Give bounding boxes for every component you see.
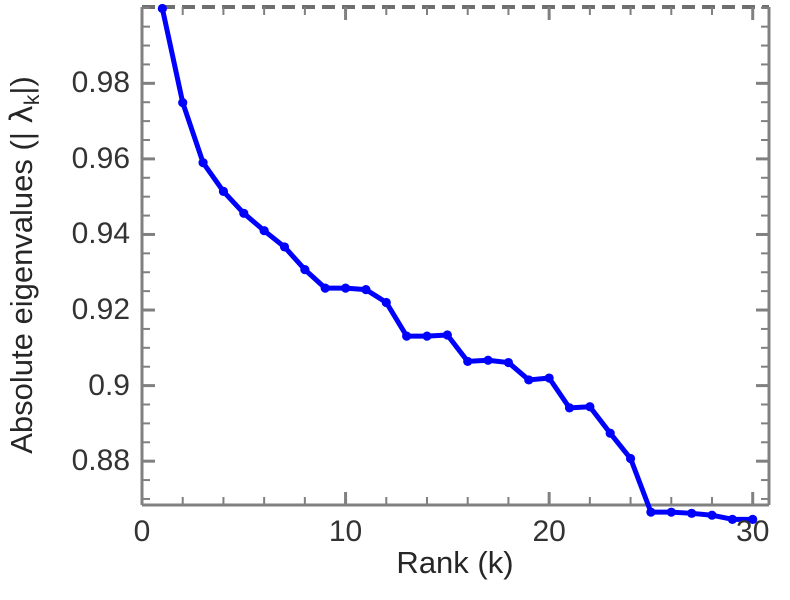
lambda-subscript: k [21, 94, 45, 106]
y-tick-label: 0.88 [71, 444, 130, 478]
y-tick-label: 0.94 [71, 217, 130, 251]
y-tick-label: 0.92 [71, 293, 130, 327]
y-tick-label: 0.9 [88, 368, 130, 402]
lambda-symbol: λ [4, 105, 40, 124]
y-tick-label: 0.96 [71, 141, 130, 175]
x-tick-label: 30 [736, 515, 770, 548]
y-tick-label: 0.98 [71, 66, 130, 100]
x-axis-label: Rank (k) [396, 545, 514, 580]
tick-marks [140, 6, 769, 505]
y-axis-label-prefix: Absolute eigenvalues (| [4, 123, 39, 454]
x-tick-label: 10 [328, 515, 363, 548]
eigenvalue-markers [157, 3, 758, 524]
axes-group [140, 5, 771, 507]
x-tick-label: 20 [532, 515, 566, 548]
y-axis-label: Absolute eigenvalues (| λk|) [0, 0, 44, 530]
x-tick-label: 0 [133, 515, 151, 548]
y-axis-label-suffix: |) [4, 76, 39, 95]
eigenvalue-line [159, 6, 756, 522]
